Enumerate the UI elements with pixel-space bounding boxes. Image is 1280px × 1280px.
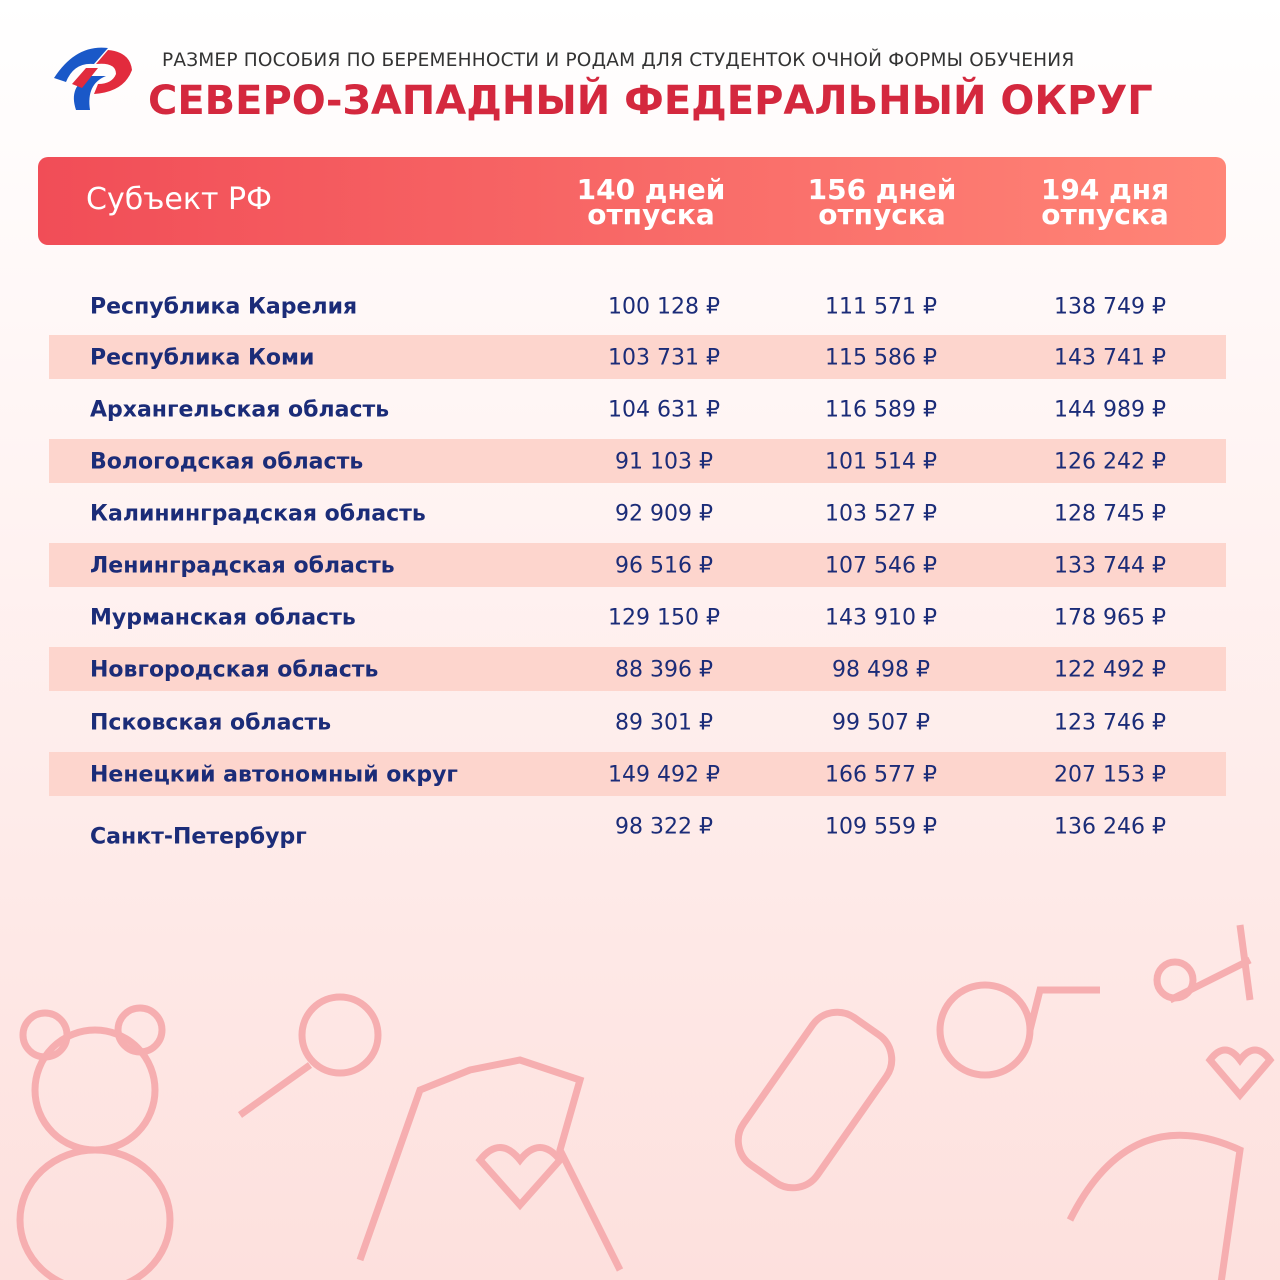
column-header: 194 дня отпуска — [1005, 173, 1205, 231]
benefit-amount: 107 546 ₽ — [825, 553, 937, 579]
benefit-amount: 122 492 ₽ — [1054, 657, 1166, 683]
row-band — [49, 335, 1226, 379]
benefit-amount: 111 571 ₽ — [825, 294, 937, 320]
column-header-line: 194 дня — [1040, 173, 1170, 206]
column-header: 140 дней отпуска — [551, 173, 751, 231]
benefit-amount: 128 745 ₽ — [1054, 501, 1166, 527]
region-name: Мурманская область — [90, 605, 356, 631]
table-header: Субъект РФ 140 дней отпуска 156 дней отпуска… — [38, 157, 1226, 245]
benefit-amount: 178 965 ₽ — [1054, 605, 1166, 631]
benefit-amount: 103 731 ₽ — [608, 345, 720, 371]
column-header-line: 156 дней — [807, 173, 957, 206]
benefit-amount: 104 631 ₽ — [608, 397, 720, 423]
benefit-amount: 109 559 ₽ — [825, 814, 937, 840]
region-name: Калининградская область — [90, 501, 426, 527]
benefit-amount: 98 322 ₽ — [615, 814, 713, 840]
benefit-amount: 144 989 ₽ — [1054, 397, 1166, 423]
benefit-amount: 115 586 ₽ — [825, 345, 937, 371]
row-band — [49, 647, 1226, 691]
benefit-amount: 149 492 ₽ — [608, 762, 720, 788]
benefit-amount: 129 150 ₽ — [608, 605, 720, 631]
benefit-amount: 101 514 ₽ — [825, 449, 937, 475]
benefit-amount: 96 516 ₽ — [615, 553, 713, 579]
benefit-amount: 136 246 ₽ — [1054, 814, 1166, 840]
benefit-amount: 207 153 ₽ — [1054, 762, 1166, 788]
benefit-amount: 92 909 ₽ — [615, 501, 713, 527]
region-name: Вологодская область — [90, 449, 364, 475]
region-name: Республика Карелия — [90, 294, 358, 320]
region-name: Новгородская область — [90, 657, 379, 683]
column-header: 156 дней отпуска — [782, 173, 982, 231]
column-header-line: Субъект РФ — [86, 182, 272, 217]
benefit-amount: 143 741 ₽ — [1054, 345, 1166, 371]
benefit-amount: 123 746 ₽ — [1054, 710, 1166, 736]
logo — [54, 47, 132, 110]
benefit-amount: 133 744 ₽ — [1054, 553, 1166, 579]
region-name: Санкт-Петербург — [90, 824, 307, 850]
column-header-line: отпуска — [818, 198, 946, 231]
benefit-amount: 89 301 ₽ — [615, 710, 713, 736]
benefit-amount: 116 589 ₽ — [825, 397, 937, 423]
column-header-line: 140 дней — [576, 173, 726, 206]
region-name: Республика Коми — [90, 345, 315, 371]
title: СЕВЕРО-ЗАПАДНЫЙ ФЕДЕРАЛЬНЫЙ ОКРУГ — [148, 78, 1153, 124]
benefit-amount: 98 498 ₽ — [832, 657, 930, 683]
row-band — [49, 439, 1226, 483]
benefit-amount: 126 242 ₽ — [1054, 449, 1166, 475]
row-band — [49, 752, 1226, 796]
decor — [16, 924, 1275, 1280]
region-name: Ленинградская область — [90, 553, 395, 579]
benefit-amount: 88 396 ₽ — [615, 657, 713, 683]
region-name: Ненецкий автономный округ — [90, 762, 458, 788]
column-header: Субъект РФ — [86, 182, 272, 217]
region-name: Архангельская область — [90, 397, 390, 423]
benefit-amount: 143 910 ₽ — [825, 605, 937, 631]
region-name: Псковская область — [90, 710, 332, 736]
benefit-amount: 166 577 ₽ — [825, 762, 937, 788]
benefit-amount: 91 103 ₽ — [615, 449, 713, 475]
benefit-amount: 103 527 ₽ — [825, 501, 937, 527]
column-header-line: отпуска — [587, 198, 715, 231]
row-band — [49, 543, 1226, 587]
benefit-amount: 99 507 ₽ — [832, 710, 930, 736]
subtitle: РАЗМЕР ПОСОБИЯ ПО БЕРЕМЕННОСТИ И РОДАМ Д… — [162, 50, 1075, 71]
benefit-amount: 100 128 ₽ — [608, 294, 720, 320]
benefit-amount: 138 749 ₽ — [1054, 294, 1166, 320]
column-header-line: отпуска — [1041, 198, 1169, 231]
